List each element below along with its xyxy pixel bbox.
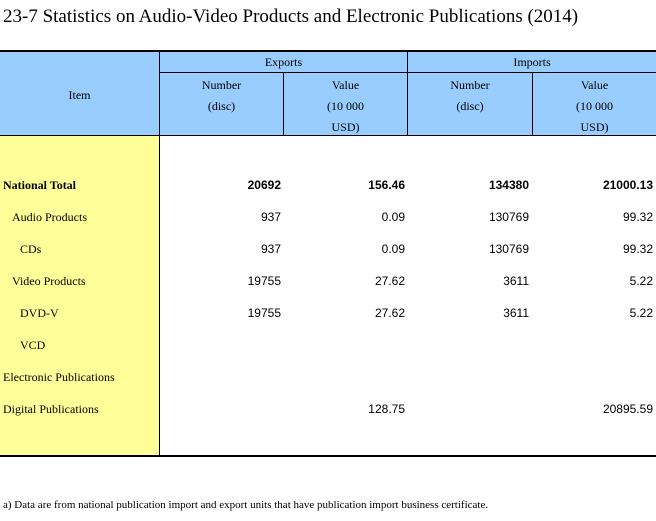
- export-value-cell: 27.62: [374, 306, 405, 320]
- table-bottom-border: [0, 455, 656, 457]
- import-number-cell: 3611: [503, 274, 529, 288]
- export-number-cell: 937: [260, 210, 281, 224]
- export-number-cell: 20692: [247, 178, 281, 192]
- item-column-background: [0, 136, 159, 456]
- import-number-cell: 3611: [503, 306, 529, 320]
- row-label: DVD-V: [20, 306, 59, 320]
- value-header-line1: Value: [580, 78, 609, 92]
- exports-imports-divider: [407, 52, 408, 136]
- import-number-cell: 130769: [488, 210, 529, 224]
- value-header-line2: (10 000: [327, 99, 364, 113]
- export-value-cell: 27.62: [374, 274, 405, 288]
- number-header-line2: (disc): [456, 99, 484, 113]
- import-value-cell: 21000.13: [602, 178, 653, 192]
- row-label: CDs: [20, 242, 42, 256]
- number-header-line2: (disc): [207, 99, 236, 113]
- item-column-header: Item: [68, 88, 91, 102]
- import-value-cell: 5.22: [629, 306, 653, 320]
- export-subcolumn-divider: [283, 73, 284, 136]
- page-title: 23-7 Statistics on Audio-Video Products …: [3, 6, 579, 27]
- export-value-cell: 128.75: [368, 402, 405, 416]
- row-label: Audio Products: [12, 210, 87, 224]
- export-value-cell: 0.09: [381, 242, 405, 256]
- export-value-cell: 156.46: [368, 178, 405, 192]
- import-subcolumn-divider: [532, 73, 533, 136]
- value-header-line2: (10 000: [576, 99, 613, 113]
- header-bottom-border: [0, 135, 656, 136]
- import-number-cell: 130769: [488, 242, 529, 256]
- import-value-cell: 20895.59: [602, 402, 653, 416]
- export-value-cell: 0.09: [381, 210, 405, 224]
- table-top-border: [0, 50, 656, 52]
- export-number-cell: 19755: [247, 274, 281, 288]
- import-value-cell: 99.32: [622, 242, 653, 256]
- imports-header: Imports: [513, 55, 551, 69]
- row-label: Video Products: [12, 274, 86, 288]
- row-label: Electronic Publications: [3, 370, 115, 384]
- table-header-background: [0, 52, 656, 136]
- number-header-line1: Number: [450, 78, 490, 92]
- row-label: Digital Publications: [3, 402, 99, 416]
- number-header-line1: Number: [201, 78, 242, 92]
- item-column-divider: [159, 52, 160, 456]
- export-number-cell: 19755: [247, 306, 281, 320]
- value-header-line3: USD): [331, 120, 360, 134]
- row-label: National Total: [3, 178, 77, 192]
- exports-header: Exports: [264, 55, 303, 69]
- import-value-cell: 99.32: [622, 210, 653, 224]
- value-header-line3: USD): [580, 120, 609, 134]
- value-header-line1: Value: [331, 78, 360, 92]
- import-number-cell: 134380: [488, 178, 529, 192]
- row-label: VCD: [20, 338, 46, 352]
- footnote: a) Data are from national publication im…: [3, 499, 489, 511]
- import-value-cell: 5.22: [629, 274, 653, 288]
- export-number-cell: 937: [260, 242, 281, 256]
